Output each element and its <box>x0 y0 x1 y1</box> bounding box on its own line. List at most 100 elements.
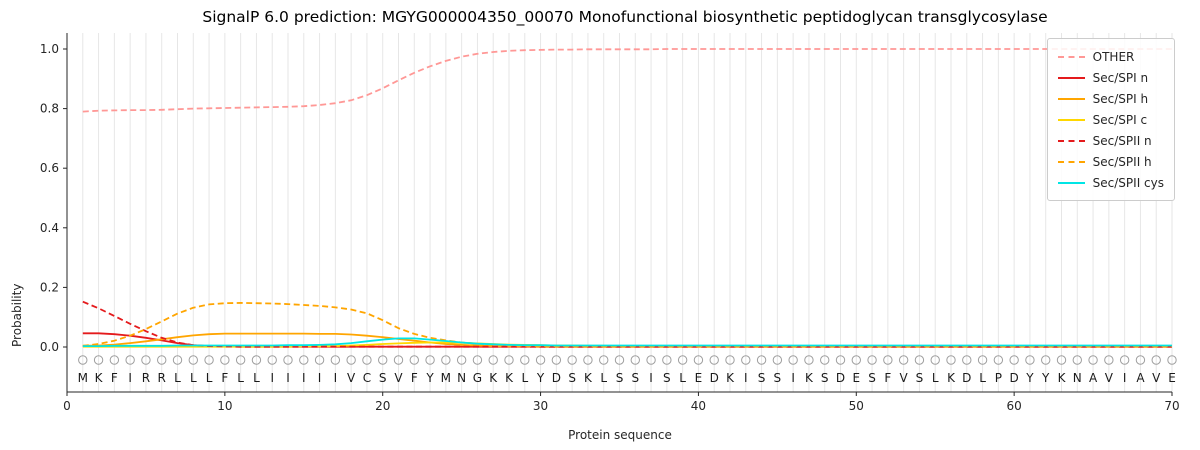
residue-letter: I <box>1123 371 1127 385</box>
residue-letter: K <box>505 371 514 385</box>
residue-letter: I <box>744 371 748 385</box>
residue-marker <box>1088 355 1098 365</box>
legend-line-sample <box>1057 139 1085 142</box>
residue-letter: S <box>774 371 782 385</box>
residue-letter: N <box>457 371 466 385</box>
residue-marker <box>1119 355 1130 365</box>
residue-marker <box>1151 355 1161 365</box>
residue-marker <box>867 355 877 365</box>
residue-marker <box>725 355 735 365</box>
residue-letter: Y <box>1041 371 1050 385</box>
residue-letter: A <box>1089 371 1098 385</box>
residue-marker <box>930 355 940 365</box>
x-tick-label: 70 <box>1164 399 1179 413</box>
residue-letter: I <box>128 371 132 385</box>
residue-letter: K <box>489 371 498 385</box>
residue-marker <box>535 355 546 365</box>
residue-marker <box>456 355 467 365</box>
residue-marker <box>1135 355 1146 365</box>
legend-entry-sec-spi-c: Sec/SPI c <box>1057 109 1164 130</box>
residue-marker <box>157 355 167 365</box>
residue-letter: A <box>1136 371 1145 385</box>
legend-line-sample <box>1057 118 1085 121</box>
residue-letter: E <box>852 371 860 385</box>
legend-entry-other: OTHER <box>1057 46 1164 67</box>
residue-marker <box>1104 355 1114 365</box>
residue-letter: D <box>962 371 971 385</box>
residue-letter: I <box>286 371 290 385</box>
legend-entry-sec-spii-n: Sec/SPII n <box>1057 130 1164 151</box>
y-tick-label: 0.8 <box>40 102 59 116</box>
x-tick-label: 50 <box>849 399 864 413</box>
residue-marker <box>378 355 388 365</box>
residue-marker <box>677 355 688 365</box>
residue-letter: L <box>679 371 686 385</box>
residue-letter: I <box>649 371 653 385</box>
residue-marker <box>946 355 956 365</box>
residue-marker <box>204 355 214 365</box>
residue-marker <box>820 355 830 365</box>
residue-letter: V <box>1105 371 1114 385</box>
residue-letter: F <box>884 371 891 385</box>
residue-letter: K <box>805 371 814 385</box>
residue-marker <box>1025 355 1035 365</box>
legend-entry-sec-spi-n: Sec/SPI n <box>1057 67 1164 88</box>
residue-marker <box>141 355 151 365</box>
residue-letter: S <box>568 371 576 385</box>
residue-marker <box>220 355 230 365</box>
residue-letter: L <box>932 371 939 385</box>
residue-letter: I <box>791 371 795 385</box>
residue-letter: D <box>710 371 719 385</box>
x-tick-label: 20 <box>375 399 390 413</box>
legend-label: OTHER <box>1092 49 1135 64</box>
residue-letter: S <box>758 371 766 385</box>
residue-marker <box>283 355 293 365</box>
residue-marker <box>567 355 577 365</box>
residue-letter: G <box>473 371 482 385</box>
legend-entry-sec-spii-cys: Sec/SPII cys <box>1057 172 1164 193</box>
residue-letter: R <box>142 371 150 385</box>
series-line-other <box>82 48 1172 113</box>
legend-entry-sec-spi-h: Sec/SPI h <box>1057 88 1164 109</box>
residue-letter: I <box>302 371 306 385</box>
y-tick-label: 0.2 <box>40 280 59 294</box>
residue-marker <box>1167 355 1177 365</box>
residue-letter: F <box>221 371 228 385</box>
residue-letter: V <box>347 371 356 385</box>
chart-title: SignalP 6.0 prediction: MGYG000004350_00… <box>202 8 1048 26</box>
residue-marker <box>504 355 514 365</box>
residue-letter: K <box>1058 371 1067 385</box>
legend-entry-sec-spii-h: Sec/SPII h <box>1057 151 1164 172</box>
residue-marker <box>299 355 309 365</box>
legend-label: Sec/SPI n <box>1092 70 1149 85</box>
residue-marker <box>741 355 751 365</box>
residue-marker <box>409 355 419 365</box>
residue-marker <box>883 355 893 365</box>
residue-marker <box>898 355 909 365</box>
y-tick-label: 0.6 <box>40 161 59 175</box>
residue-letter: L <box>174 371 181 385</box>
residue-marker <box>977 355 988 365</box>
residue-marker <box>551 355 562 365</box>
residue-letter: I <box>334 371 338 385</box>
legend-label: Sec/SPI c <box>1092 112 1148 127</box>
residue-marker <box>788 355 798 365</box>
residue-letter: S <box>663 371 671 385</box>
residue-letter: I <box>270 371 274 385</box>
residue-letter: C <box>363 371 371 385</box>
residue-letter: D <box>1010 371 1019 385</box>
legend-label: Sec/SPII cys <box>1092 175 1164 190</box>
residue-marker <box>1041 355 1051 365</box>
residue-marker <box>993 355 1004 365</box>
y-tick-label: 0.0 <box>40 340 59 354</box>
residue-letter: M <box>78 371 88 385</box>
residue-letter: N <box>1073 371 1082 385</box>
residue-letter: S <box>379 371 387 385</box>
residue-marker <box>646 355 656 365</box>
residue-letter: Y <box>1025 371 1034 385</box>
x-tick-label: 40 <box>691 399 706 413</box>
y-tick-label: 1.0 <box>40 42 59 56</box>
residue-marker <box>1009 355 1019 365</box>
residue-letter: V <box>900 371 909 385</box>
